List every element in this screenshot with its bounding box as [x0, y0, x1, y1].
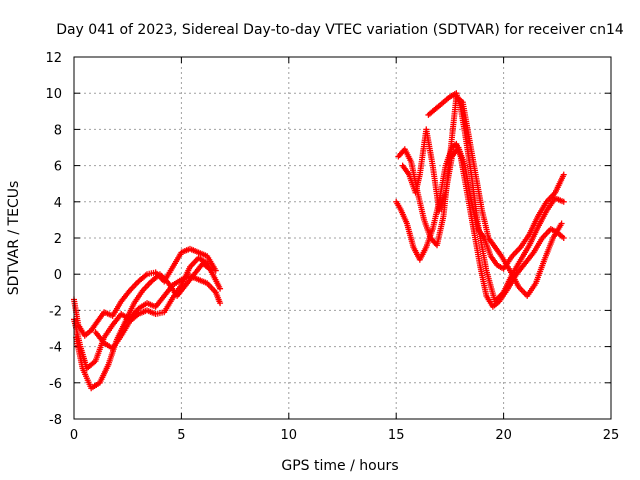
x-tick-label: 20	[495, 428, 512, 443]
data-point	[560, 235, 567, 241]
grid	[74, 57, 611, 419]
chart-title: Day 041 of 2023, Sidereal Day-to-day VTE…	[56, 22, 624, 38]
y-tick-label: 12	[45, 51, 62, 66]
y-axis-label: SDTVAR / TECUs	[6, 181, 22, 296]
data-point	[560, 171, 567, 178]
series-track-7	[399, 126, 567, 272]
y-tick-label: -8	[49, 413, 62, 428]
y-tick-label: -6	[49, 377, 62, 392]
y-tick-label: 10	[45, 87, 62, 102]
y-tick-label: 6	[54, 160, 62, 175]
data-point	[558, 220, 565, 227]
x-tick-label: 0	[70, 428, 78, 443]
y-tick-label: 8	[54, 123, 62, 138]
y-tick-label: -4	[49, 341, 62, 356]
data-point	[217, 300, 224, 307]
y-tick-label: 0	[54, 268, 62, 283]
series-track-3	[71, 245, 219, 339]
x-tick-label: 25	[603, 428, 620, 443]
series-track-4	[92, 254, 224, 352]
y-tick-label: 2	[54, 232, 62, 247]
data-point	[217, 285, 224, 292]
data-point	[560, 198, 567, 205]
y-tick-label: -2	[49, 304, 62, 319]
x-tick-label: 5	[177, 428, 185, 443]
x-axis-label: GPS time / hours	[281, 458, 398, 474]
plot-frame	[73, 56, 612, 420]
series-track-8	[425, 90, 567, 305]
data-points	[71, 90, 567, 392]
axes: 0 5 10 15 20 25 -8 -6 -4 -2 0 2 4 6 8 10 12	[45, 51, 619, 443]
y-tick-label: 4	[54, 196, 62, 211]
x-tick-label: 15	[388, 428, 405, 443]
x-tick-label: 10	[281, 428, 298, 443]
